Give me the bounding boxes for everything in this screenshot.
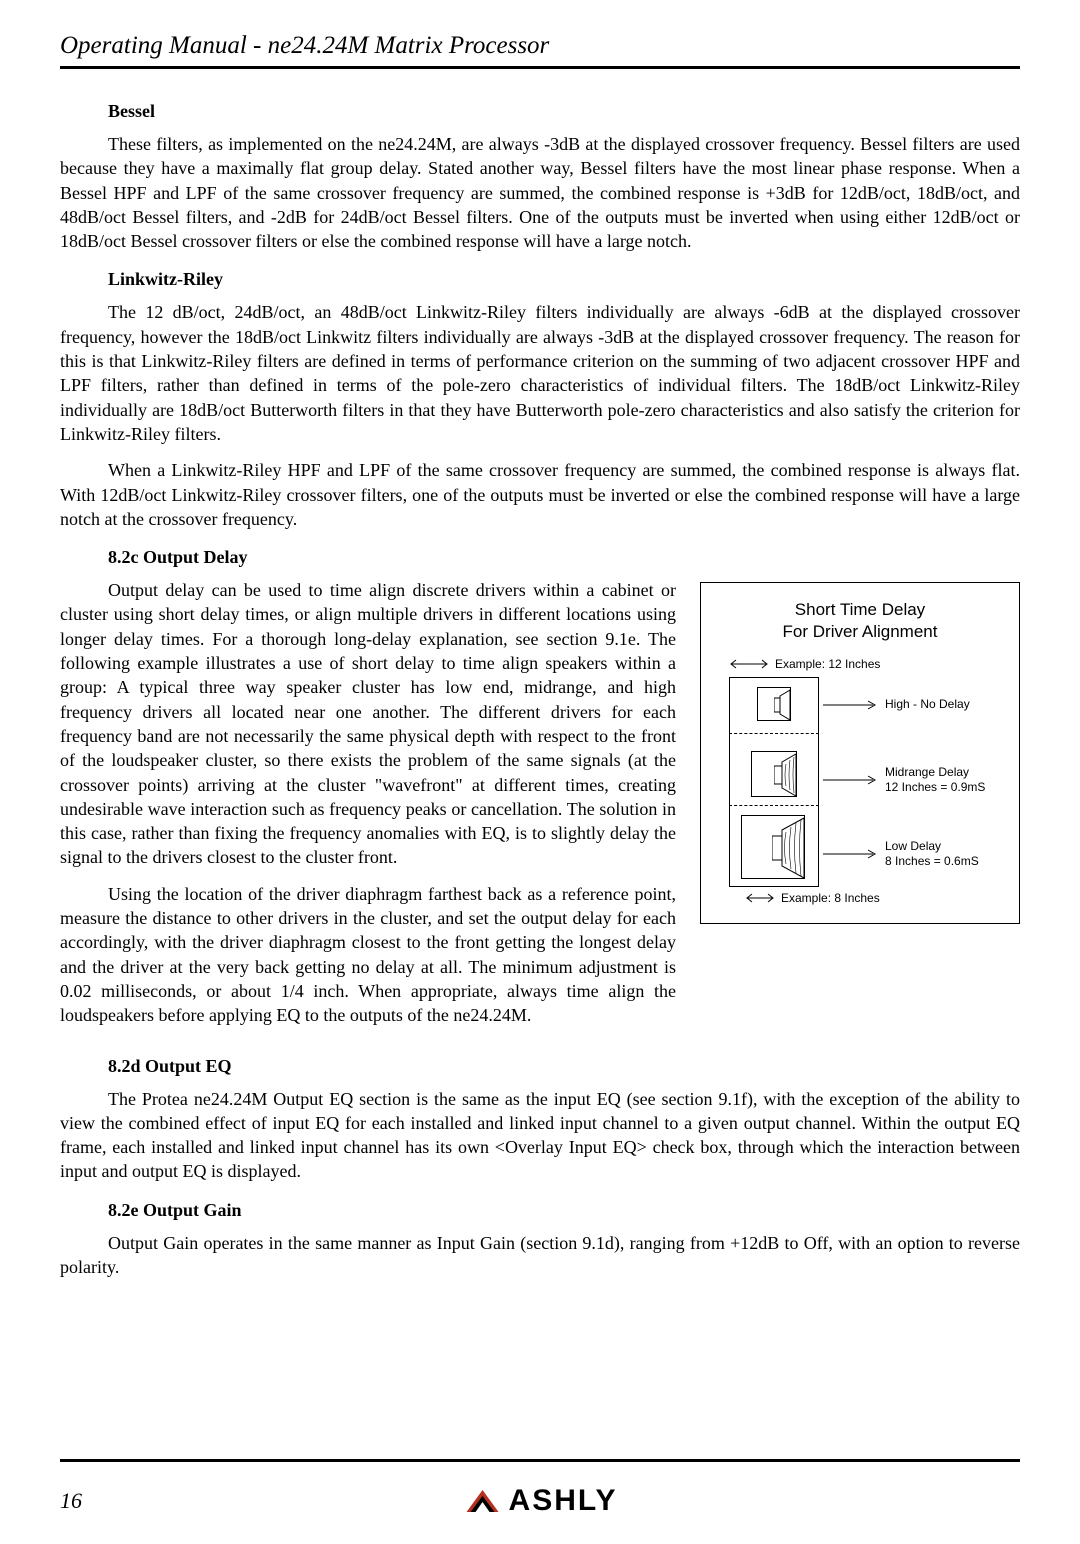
logo-text: ASHLY xyxy=(509,1484,618,1518)
para-bessel-1: These filters, as implemented on the ne2… xyxy=(60,132,1020,253)
label-low-line1: Low Delay xyxy=(885,839,941,853)
double-arrow-icon xyxy=(729,659,769,669)
heading-output-gain: 8.2e Output Gain xyxy=(108,1200,1020,1221)
figure-example-bottom-label: Example: 8 Inches xyxy=(781,891,880,905)
heading-bessel: Bessel xyxy=(108,101,1020,122)
label-high: High - No Delay xyxy=(823,697,970,711)
figure-title-line2: For Driver Alignment xyxy=(783,622,938,641)
figure-example-top: Example: 12 Inches xyxy=(729,657,1009,671)
para-linkwitz-1: The 12 dB/oct, 24dB/oct, an 48dB/oct Lin… xyxy=(60,300,1020,446)
heading-output-eq: 8.2d Output EQ xyxy=(108,1056,1020,1077)
arrow-right-icon xyxy=(823,775,879,785)
speaker-diagram: High - No Delay Midrange Delay 12 Inches… xyxy=(711,677,1009,887)
arrow-right-icon xyxy=(823,849,879,859)
para-output-gain-1: Output Gain operates in the same manner … xyxy=(60,1231,1020,1280)
logo-mark-icon xyxy=(463,1486,503,1516)
figure-example-bottom: Example: 8 Inches xyxy=(745,891,1009,905)
label-low-line2: 8 Inches = 0.6mS xyxy=(885,854,979,868)
footer: 16 ASHLY xyxy=(60,1459,1020,1514)
label-low: Low Delay 8 Inches = 0.6mS xyxy=(823,839,979,868)
heading-output-delay: 8.2c Output Delay xyxy=(108,547,1020,568)
figure-title: Short Time Delay For Driver Alignment xyxy=(711,599,1009,643)
figure-example-top-label: Example: 12 Inches xyxy=(775,657,880,671)
label-high-text: High - No Delay xyxy=(885,697,970,711)
double-arrow-icon xyxy=(745,893,775,903)
figure-driver-alignment: Short Time Delay For Driver Alignment Ex… xyxy=(700,582,1020,924)
driver-mid xyxy=(751,751,797,797)
arrow-right-icon xyxy=(823,700,879,710)
figure-title-line1: Short Time Delay xyxy=(795,600,925,619)
page-number: 16 xyxy=(60,1488,82,1514)
page-header-title: Operating Manual - ne24.24M Matrix Proce… xyxy=(60,32,1020,69)
para-output-delay-1: Output delay can be used to time align d… xyxy=(60,578,676,870)
para-linkwitz-2: When a Linkwitz-Riley HPF and LPF of the… xyxy=(60,458,1020,531)
brand-logo: ASHLY xyxy=(463,1484,618,1518)
heading-linkwitz: Linkwitz-Riley xyxy=(108,269,1020,290)
label-mid-line2: 12 Inches = 0.9mS xyxy=(885,780,985,794)
para-output-delay-2: Using the location of the driver diaphra… xyxy=(60,882,676,1028)
para-output-eq-1: The Protea ne24.24M Output EQ section is… xyxy=(60,1087,1020,1184)
driver-high xyxy=(757,687,791,721)
label-mid: Midrange Delay 12 Inches = 0.9mS xyxy=(823,765,985,794)
driver-low xyxy=(741,815,805,879)
label-mid-line1: Midrange Delay xyxy=(885,765,969,779)
